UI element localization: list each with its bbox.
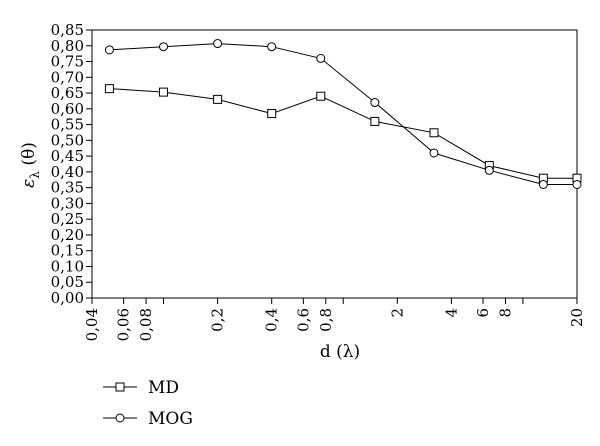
data-point-mog [572, 179, 582, 189]
y-tick-label-0-55: 0,55 [51, 116, 84, 134]
data-point-mog [213, 39, 223, 49]
x-tick-label-20: 20 [568, 308, 586, 327]
data-point-mog [484, 165, 494, 175]
data-point-mog [267, 42, 277, 52]
y-tick-label-0-85: 0,85 [51, 21, 84, 39]
data-point-md [159, 87, 169, 97]
y-tick-label-0-45: 0,45 [51, 147, 84, 165]
x-tick-label-0-04: 0,04 [83, 308, 101, 341]
series-line-mog [109, 43, 577, 185]
y-axis-label-symbol: ε [19, 179, 39, 188]
legend-item-mog: MOG [103, 409, 193, 429]
x-axis-ticks: 0,04 0,06 0,08 0,2 0,4 0,6 0,8 2 4 6 8 20 [83, 298, 586, 341]
y-axis-label-rest: (θ) [19, 142, 39, 171]
legend-marker-mog [115, 413, 125, 423]
y-axis-label: ελ (θ) [19, 142, 42, 188]
y-tick-label-0-15: 0,15 [51, 242, 84, 260]
y-tick-label-0-75: 0,75 [51, 53, 84, 71]
x-tick-label-8: 8 [496, 308, 514, 318]
y-tick-label-0-65: 0,65 [51, 84, 84, 102]
data-point-md [213, 94, 223, 104]
legend-item-md: MD [103, 378, 179, 398]
y-axis-ticks: 0,000,050,100,150,200,250,300,350,400,45… [51, 21, 92, 307]
data-point-mog [159, 42, 169, 52]
x-tick-label-2: 2 [388, 308, 406, 318]
data-point-mog [429, 148, 439, 158]
data-point-mog [316, 53, 326, 63]
x-tick-label-0-08: 0,08 [137, 308, 155, 341]
legend: MD MOG [103, 378, 193, 429]
data-point-md [370, 116, 380, 126]
y-axis-label-subscript: λ [28, 171, 42, 179]
plot-frame [91, 29, 578, 299]
series-line-md [109, 88, 577, 179]
y-tick-label-0-80: 0,80 [51, 37, 84, 55]
data-point-md [429, 128, 439, 138]
x-tick-label-0-6: 0,6 [294, 308, 312, 332]
legend-marker-md [115, 382, 125, 392]
y-tick-label-0-60: 0,60 [51, 100, 84, 118]
y-tick-label-0-00: 0,00 [51, 289, 84, 307]
x-tick-label-4: 4 [442, 308, 460, 318]
data-point-md [316, 91, 326, 101]
data-point-mog [538, 179, 548, 189]
x-tick-label-0-4: 0,4 [263, 308, 281, 332]
y-tick-label-0-40: 0,40 [51, 163, 84, 181]
data-point-mog [104, 45, 114, 55]
x-axis-label: d (λ) [320, 342, 360, 362]
y-tick-label-0-30: 0,30 [51, 194, 84, 212]
x-tick-label-6: 6 [474, 308, 492, 318]
y-tick-label-0-05: 0,05 [51, 273, 84, 291]
y-tick-label-0-20: 0,20 [51, 226, 84, 244]
data-point-md [104, 84, 114, 94]
y-tick-label-0-50: 0,50 [51, 131, 84, 149]
y-tick-label-0-70: 0,70 [51, 68, 84, 86]
legend-label-mog: MOG [148, 409, 193, 429]
data-point-md [267, 109, 277, 119]
y-tick-label-0-10: 0,10 [51, 257, 84, 275]
legend-label-md: MD [148, 378, 179, 398]
y-tick-label-0-25: 0,25 [51, 210, 84, 228]
x-tick-label-0-2: 0,2 [209, 308, 227, 332]
x-tick-label-0-06: 0,06 [115, 308, 133, 341]
data-point-mog [370, 98, 380, 108]
x-tick-label-0-8: 0,8 [317, 308, 335, 332]
series-layer [104, 39, 582, 189]
y-tick-label-0-35: 0,35 [51, 179, 84, 197]
